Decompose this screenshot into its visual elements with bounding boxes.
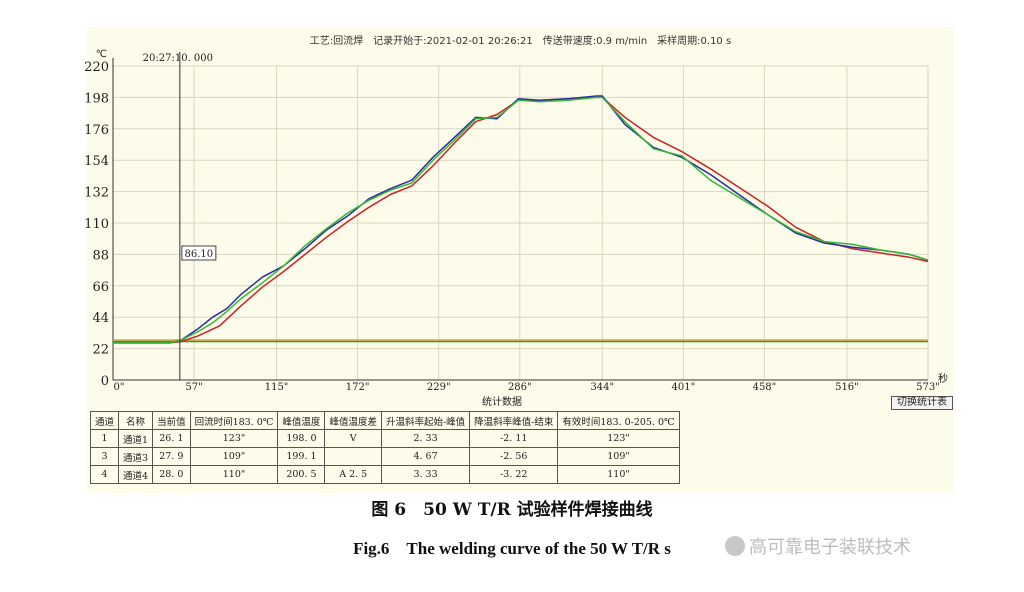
table-cell: 26. 1 [152, 429, 191, 448]
table-cell: 199. 1 [277, 447, 326, 466]
table-cell: 109" [557, 447, 680, 466]
wechat-icon [725, 536, 745, 556]
table-cell: 4. 67 [380, 447, 471, 466]
switch-stats-table-button[interactable]: 切换统计表 [891, 396, 953, 410]
table-cell: A 2. 5 [324, 465, 382, 484]
table-cell: 123" [557, 429, 680, 448]
table-cell: 通道4 [118, 465, 154, 484]
table-row: 1 通道1 26. 1 123" 198. 0 V 2. 33 -2. 11 1… [89, 429, 680, 448]
table-cell: -2. 56 [469, 447, 559, 466]
table-cell: 198. 0 [277, 429, 326, 448]
x-tick-label: 573" [916, 382, 940, 393]
series-line-1 [113, 96, 929, 344]
y-tick-label: 88 [92, 248, 109, 263]
watermark-text: 高可靠电子装联技术 [749, 537, 911, 558]
table-cell: 3 [89, 447, 120, 466]
x-tick-label: 286" [508, 382, 532, 393]
table-cell: 通道3 [118, 447, 154, 466]
x-tick-label: 115" [265, 382, 289, 393]
table-cell: 109" [189, 447, 279, 466]
x-tick-label: 458" [753, 382, 777, 393]
chart-header-text: 工艺:回流焊 记录开始于:2021-02-01 20:26:21 传送带速度:0… [310, 34, 731, 47]
y-tick-label: 198 [84, 91, 109, 106]
table-cell: -3. 22 [469, 465, 559, 484]
x-tick-label: 344" [590, 382, 614, 393]
table-cell: 3. 33 [380, 465, 471, 484]
stats-title: 统计数据 [482, 397, 522, 408]
header-peak-diff: 峰值温度差 [324, 411, 382, 430]
y-unit-label: ℃ [96, 49, 107, 60]
y-tick-label: 176 [84, 123, 109, 138]
table-cell: 4 [89, 465, 120, 484]
figure-caption-cn: 图 6 50 W T/R 试验样件焊接曲线 [371, 500, 653, 520]
y-tick-label: 66 [92, 280, 109, 295]
header-reflow-time: 回流时间183. 0℃ [189, 411, 279, 430]
table-cell: 27. 9 [152, 447, 191, 466]
table-cell: 1 [89, 429, 120, 448]
x-tick-label: 229" [427, 382, 451, 393]
table-cell: 110" [557, 465, 680, 484]
table-cell: V [324, 429, 382, 448]
header-channel: 通道 [89, 411, 120, 430]
table-cell: 28. 0 [152, 465, 191, 484]
x-tick-label: 0" [114, 382, 125, 393]
table-row: 4 通道4 28. 0 110" 200. 5 A 2. 5 3. 33 -3.… [89, 465, 680, 484]
header-peak-temp: 峰值温度 [277, 411, 326, 430]
welding-curve-chart: 工艺:回流焊 记录开始于:2021-02-01 20:26:21 传送带速度:0… [84, 34, 948, 393]
table-cell: 123" [189, 429, 279, 448]
header-effective-time: 有效时间183. 0-205. 0℃ [557, 411, 680, 430]
y-tick-label: 132 [84, 186, 109, 201]
cursor-value-box [181, 245, 217, 261]
header-fall-slope: 降温斜率峰值-结束 [469, 411, 559, 430]
watermark: 高可靠电子装联技术 [725, 533, 911, 559]
stats-table: 通道 名称 当前值 回流时间183. 0℃ 峰值温度 峰值温度差 升温斜率起始-… [89, 411, 680, 484]
table-cell: 2. 33 [380, 429, 471, 448]
x-unit-label: 秒 [938, 372, 948, 385]
stats-header-row: 通道 名称 当前值 回流时间183. 0℃ 峰值温度 峰值温度差 升温斜率起始-… [89, 411, 680, 430]
series-line-2 [113, 95, 929, 344]
table-cell: 通道1 [118, 429, 154, 448]
y-tick-label: 154 [84, 154, 109, 169]
table-cell [324, 447, 382, 466]
x-tick-label: 516" [835, 382, 859, 393]
header-rise-slope: 升温斜率起始-峰值 [380, 411, 471, 430]
x-tick-label: 401" [672, 382, 696, 393]
cursor-time-label: 20:27:10. 000 [143, 53, 213, 64]
series-line-3 [113, 96, 929, 344]
table-row: 3 通道3 27. 9 109" 199. 1 4. 67 -2. 56 109… [89, 447, 680, 466]
y-tick-label: 110 [84, 217, 109, 232]
y-tick-label: 22 [92, 343, 109, 358]
x-tick-label: 172" [346, 382, 370, 393]
figure-caption-en: Fig.6 The welding curve of the 50 W T/R … [353, 539, 671, 558]
table-cell: -2. 11 [469, 429, 559, 448]
header-name: 名称 [118, 411, 154, 430]
y-tick-label: 220 [84, 60, 109, 75]
cursor-value-label: 86.10 [185, 249, 214, 260]
y-tick-label: 0 [101, 374, 109, 389]
x-tick-label: 57" [185, 382, 202, 393]
header-current: 当前值 [152, 411, 191, 430]
table-cell: 200. 5 [277, 465, 326, 484]
y-tick-label: 44 [92, 311, 109, 326]
table-cell: 110" [189, 465, 279, 484]
